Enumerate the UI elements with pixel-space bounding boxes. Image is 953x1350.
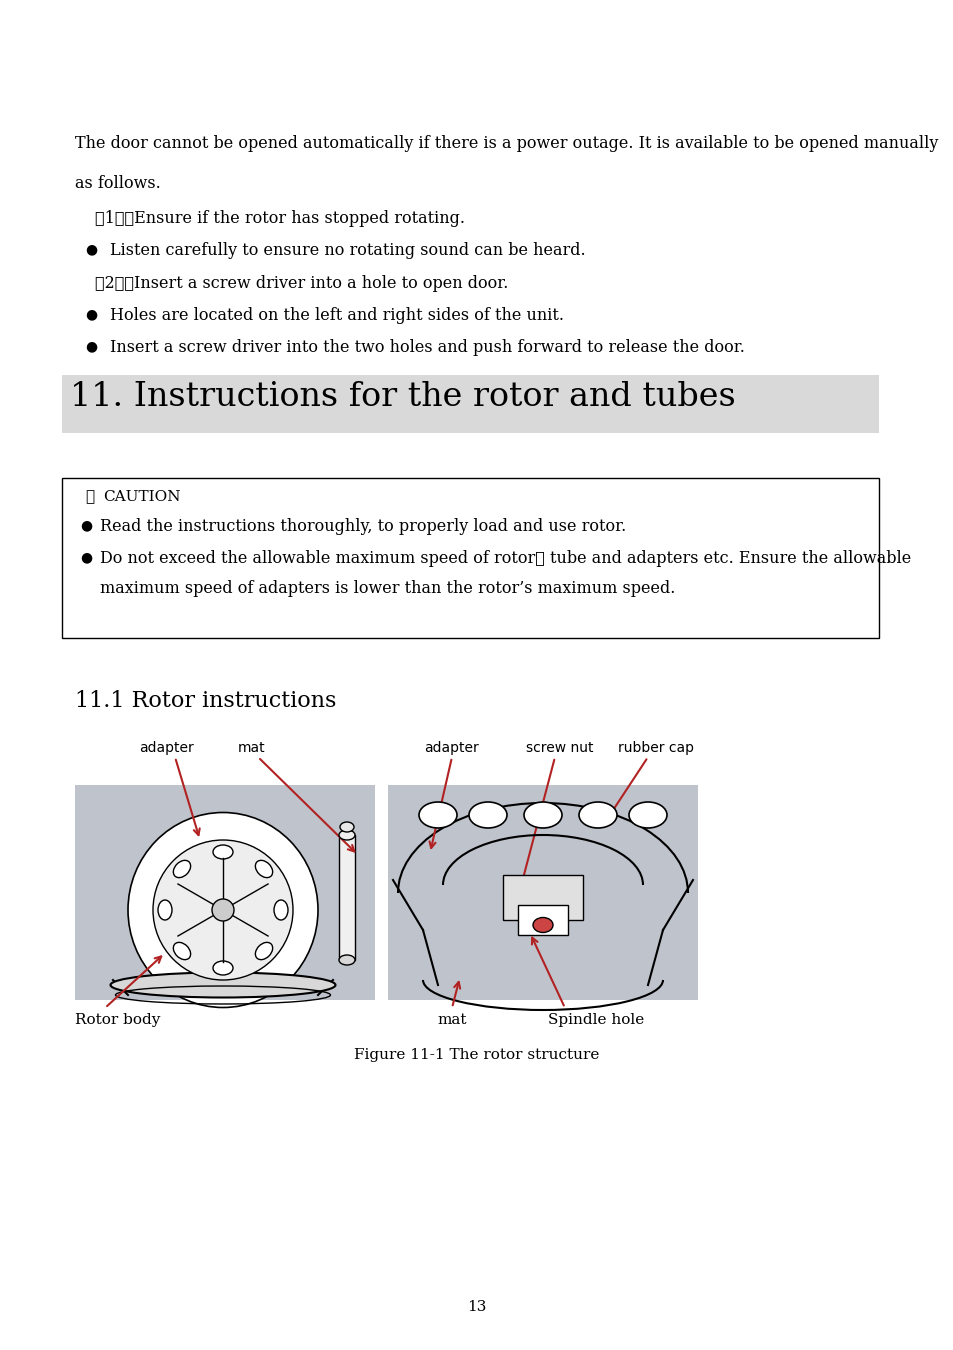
Ellipse shape <box>533 918 553 933</box>
Text: ●: ● <box>80 549 92 564</box>
Text: ●: ● <box>85 306 97 321</box>
Text: adapter: adapter <box>139 741 194 755</box>
Text: Insert a screw driver into the two holes and push forward to release the door.: Insert a screw driver into the two holes… <box>110 339 744 356</box>
Ellipse shape <box>628 802 666 828</box>
Ellipse shape <box>418 802 456 828</box>
Text: Holes are located on the left and right sides of the unit.: Holes are located on the left and right … <box>110 306 563 324</box>
Text: mat: mat <box>238 741 266 755</box>
Text: Spindle hole: Spindle hole <box>547 1012 643 1027</box>
Ellipse shape <box>152 840 293 980</box>
Text: Rotor body: Rotor body <box>75 1012 160 1027</box>
Bar <box>62 478 878 639</box>
Text: adapter: adapter <box>424 741 478 755</box>
Text: ●: ● <box>85 339 97 352</box>
Ellipse shape <box>523 802 561 828</box>
Ellipse shape <box>158 900 172 919</box>
Text: The door cannot be opened automatically if there is a power outage. It is availa: The door cannot be opened automatically … <box>75 135 938 153</box>
Text: （1）　Ensure if the rotor has stopped rotating.: （1） Ensure if the rotor has stopped rota… <box>95 211 464 227</box>
Text: 11.1 Rotor instructions: 11.1 Rotor instructions <box>75 690 336 711</box>
Ellipse shape <box>213 845 233 859</box>
Text: rubber cap: rubber cap <box>618 741 693 755</box>
Ellipse shape <box>111 972 335 998</box>
Ellipse shape <box>212 899 233 921</box>
Text: as follows.: as follows. <box>75 176 161 192</box>
Ellipse shape <box>339 822 354 832</box>
Text: Listen carefully to ensure no rotating sound can be heard.: Listen carefully to ensure no rotating s… <box>110 242 585 259</box>
Text: ⚠: ⚠ <box>85 490 94 504</box>
Text: mat: mat <box>436 1012 466 1027</box>
Bar <box>502 875 582 919</box>
Text: ●: ● <box>80 518 92 532</box>
Ellipse shape <box>338 954 355 965</box>
Text: Do not exceed the allowable maximum speed of rotor、 tube and adapters etc. Ensur: Do not exceed the allowable maximum spee… <box>100 549 910 567</box>
Ellipse shape <box>128 813 317 1007</box>
Ellipse shape <box>338 830 355 840</box>
Text: screw nut: screw nut <box>526 741 593 755</box>
Text: ●: ● <box>85 242 97 256</box>
Ellipse shape <box>255 860 273 878</box>
Bar <box>75 784 375 1000</box>
Ellipse shape <box>255 942 273 960</box>
Ellipse shape <box>469 802 506 828</box>
Text: maximum speed of adapters is lower than the rotor’s maximum speed.: maximum speed of adapters is lower than … <box>100 580 675 597</box>
Ellipse shape <box>578 802 617 828</box>
Bar <box>388 784 698 1000</box>
Text: Read the instructions thoroughly, to properly load and use rotor.: Read the instructions thoroughly, to pro… <box>100 518 625 535</box>
Ellipse shape <box>213 961 233 975</box>
Bar <box>338 836 355 960</box>
Text: （2）　Insert a screw driver into a hole to open door.: （2） Insert a screw driver into a hole to… <box>95 275 508 292</box>
Ellipse shape <box>173 942 191 960</box>
Ellipse shape <box>274 900 288 919</box>
Ellipse shape <box>173 860 191 878</box>
Bar <box>62 375 878 433</box>
Text: 13: 13 <box>467 1300 486 1314</box>
Bar <box>517 904 567 936</box>
Text: CAUTION: CAUTION <box>103 490 180 504</box>
Text: 11. Instructions for the rotor and tubes: 11. Instructions for the rotor and tubes <box>70 381 735 413</box>
Text: Figure 11-1 The rotor structure: Figure 11-1 The rotor structure <box>354 1048 599 1062</box>
